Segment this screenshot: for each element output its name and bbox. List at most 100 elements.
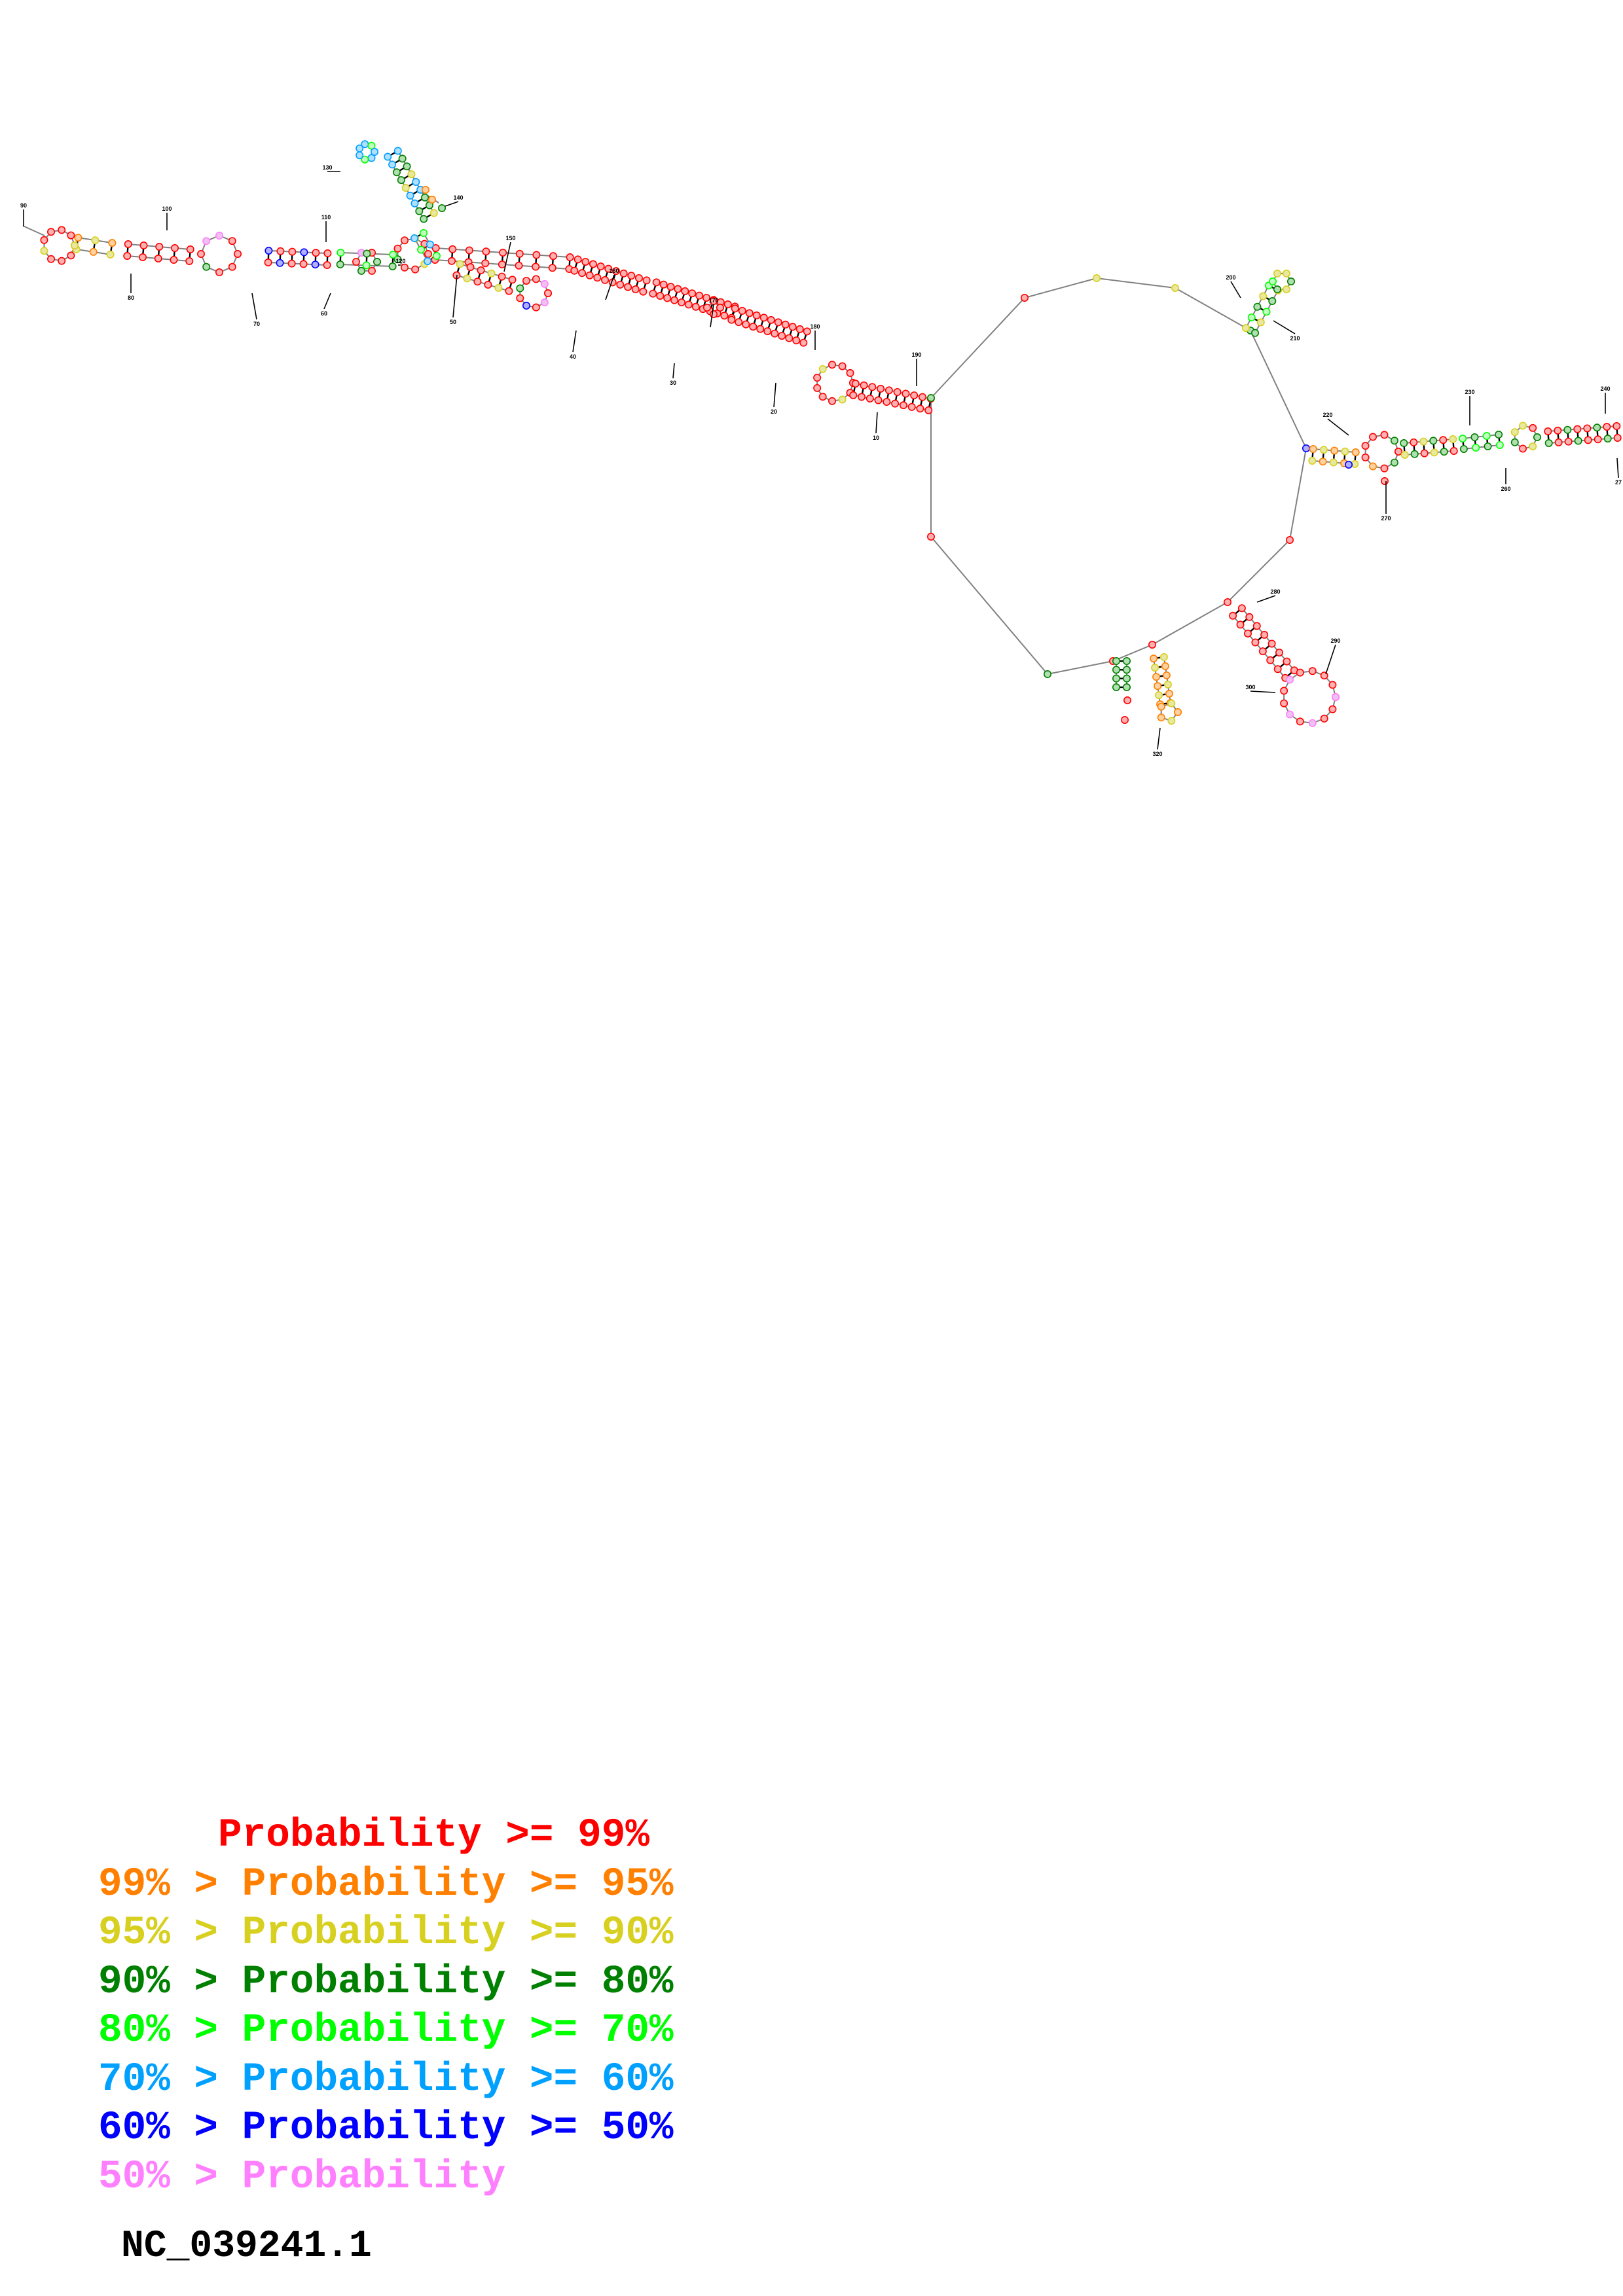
nucleotide bbox=[1171, 283, 1180, 292]
nucleotide bbox=[421, 185, 429, 194]
nucleotide bbox=[1495, 440, 1504, 449]
nucleotide bbox=[532, 303, 540, 312]
position-label: 290 bbox=[1330, 637, 1340, 644]
nucleotide bbox=[627, 272, 636, 280]
nucleotide bbox=[356, 151, 364, 160]
position-label: 20 bbox=[771, 408, 777, 415]
nucleotide bbox=[1332, 693, 1340, 702]
nucleotide bbox=[477, 266, 485, 274]
nucleotide bbox=[574, 255, 582, 264]
probability-legend: Probability >= 99% 99% > Probability >= 9… bbox=[98, 1813, 753, 2200]
nucleotide bbox=[1328, 681, 1337, 689]
nucleotide bbox=[884, 386, 893, 395]
nucleotide bbox=[508, 276, 517, 284]
nucleotide bbox=[202, 262, 211, 271]
position-label: 10 bbox=[873, 435, 879, 441]
nucleotide bbox=[505, 287, 513, 295]
nucleotide bbox=[695, 291, 704, 300]
nucleotide bbox=[1123, 666, 1131, 674]
nucleotide bbox=[71, 241, 79, 249]
nucleotide bbox=[716, 303, 725, 312]
nucleotide bbox=[1554, 426, 1562, 435]
nucleotide bbox=[403, 162, 411, 171]
position-label: 200 bbox=[1226, 274, 1235, 281]
nucleotide bbox=[1594, 435, 1602, 444]
nucleotide bbox=[417, 245, 426, 254]
position-tick bbox=[1325, 644, 1336, 675]
nucleotide bbox=[400, 263, 409, 272]
nucleotide bbox=[1286, 710, 1294, 719]
nucleotide bbox=[1283, 285, 1291, 294]
backbone-segment bbox=[577, 259, 647, 281]
backbone-segment bbox=[1463, 444, 1500, 450]
position-label: 110 bbox=[321, 214, 331, 221]
nucleotide bbox=[1529, 442, 1537, 451]
nucleotide bbox=[410, 199, 419, 207]
nucleotide bbox=[171, 244, 179, 253]
nucleotide bbox=[549, 252, 557, 260]
nucleotide bbox=[631, 285, 640, 294]
nucleotide bbox=[902, 389, 910, 398]
nucleotide bbox=[818, 393, 827, 401]
nucleotide bbox=[883, 398, 891, 406]
nucleotide bbox=[681, 287, 689, 295]
loop-backbone bbox=[397, 238, 429, 270]
nucleotide bbox=[738, 306, 746, 315]
nucleotide bbox=[828, 397, 837, 405]
nucleotide bbox=[893, 387, 902, 396]
nucleotide bbox=[1267, 639, 1276, 648]
nucleotide bbox=[424, 257, 432, 265]
position-tick bbox=[1250, 691, 1276, 693]
nucleotide bbox=[1319, 446, 1328, 454]
nucleotide bbox=[1174, 708, 1182, 717]
position-label: 100 bbox=[162, 206, 172, 212]
nucleotide bbox=[674, 285, 682, 293]
nucleotide bbox=[1123, 696, 1132, 705]
nucleotide bbox=[907, 403, 916, 411]
nucleotide bbox=[1380, 464, 1389, 473]
nucleotide bbox=[1112, 666, 1121, 674]
nucleotide bbox=[666, 283, 675, 291]
position-label: 40 bbox=[570, 353, 576, 360]
nucleotide bbox=[300, 248, 308, 257]
nucleotide bbox=[828, 361, 837, 369]
nucleotide bbox=[367, 266, 376, 275]
nucleotide bbox=[522, 302, 530, 310]
nucleotide bbox=[233, 249, 242, 258]
nucleotide bbox=[1237, 604, 1246, 613]
nucleotide bbox=[392, 168, 401, 177]
nucleotide bbox=[1613, 422, 1621, 431]
position-label: 27 bbox=[1615, 479, 1622, 486]
position-label: 170 bbox=[708, 297, 718, 304]
position-tick bbox=[323, 293, 331, 310]
nucleotide bbox=[1533, 433, 1542, 441]
nucleotide bbox=[522, 276, 530, 285]
position-tick bbox=[1157, 727, 1161, 750]
position-label: 270 bbox=[1381, 515, 1391, 522]
nucleotide bbox=[858, 393, 866, 401]
nucleotide bbox=[548, 264, 556, 272]
nucleotide bbox=[1430, 448, 1438, 457]
nucleotide bbox=[1380, 431, 1389, 439]
nucleotide bbox=[1554, 438, 1563, 446]
nucleotide bbox=[795, 325, 804, 333]
nucleotide bbox=[1482, 432, 1491, 440]
base-pair-bonds bbox=[75, 150, 1618, 706]
nucleotide bbox=[1330, 446, 1339, 455]
nucleotide bbox=[196, 249, 205, 258]
position-label: 180 bbox=[810, 323, 820, 330]
nucleotide bbox=[727, 315, 736, 324]
nucleotide bbox=[393, 147, 402, 155]
position-label: 60 bbox=[321, 310, 327, 317]
nucleotide bbox=[723, 300, 732, 309]
nucleotide bbox=[1472, 443, 1480, 452]
nucleotide bbox=[763, 327, 772, 336]
nucleotide bbox=[484, 281, 492, 289]
position-tick bbox=[1230, 281, 1241, 298]
nucleotide bbox=[456, 260, 464, 268]
nucleotide bbox=[1308, 719, 1317, 727]
nucleotide bbox=[596, 262, 605, 271]
nucleotide bbox=[91, 236, 100, 245]
backbone-segment bbox=[855, 383, 931, 400]
position-label: 240 bbox=[1600, 386, 1610, 392]
